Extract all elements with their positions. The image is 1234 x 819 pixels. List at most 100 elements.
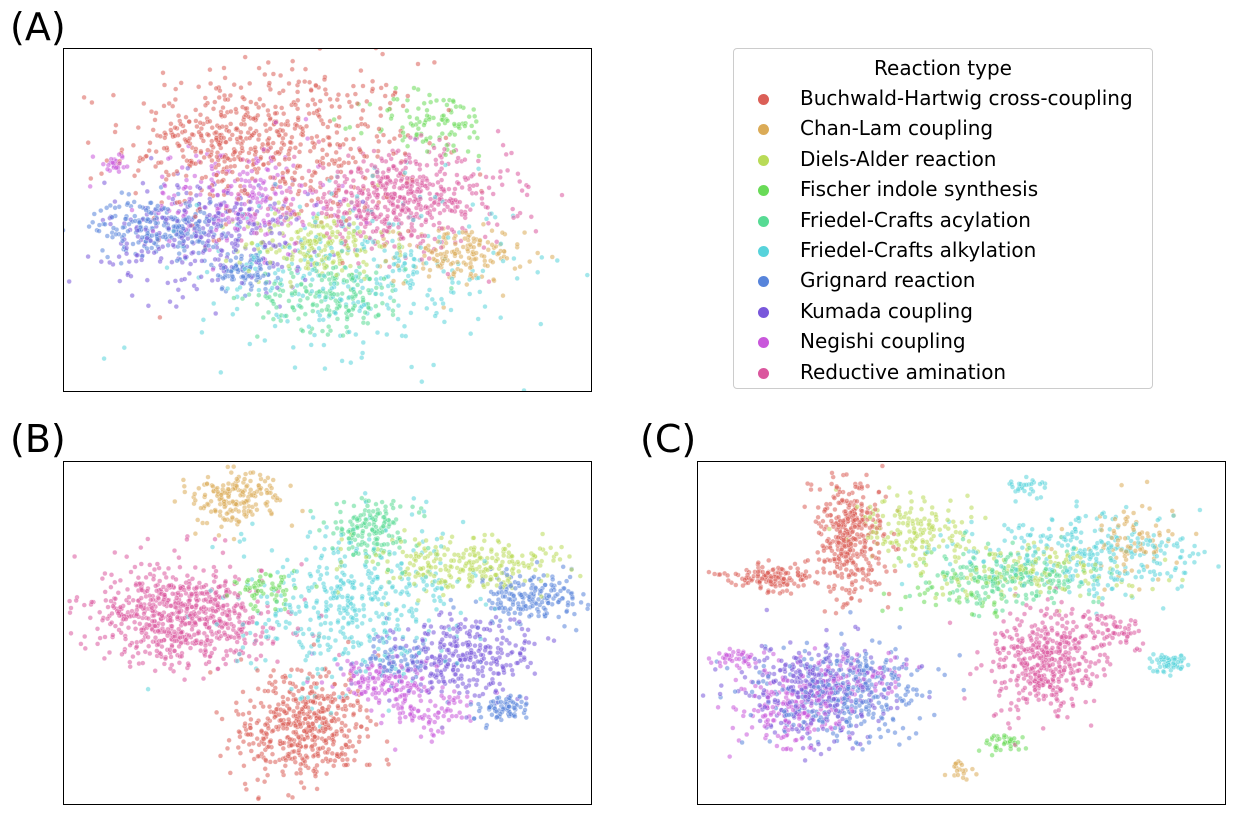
scatter-point — [411, 85, 417, 91]
scatter-point — [398, 220, 404, 226]
scatter-point — [454, 172, 460, 178]
scatter-point — [207, 67, 213, 73]
scatter-point — [381, 276, 387, 282]
scatter-point — [352, 205, 358, 212]
scatter-point — [432, 313, 438, 319]
scatter-point — [543, 550, 549, 556]
scatter-point — [290, 58, 296, 64]
scatter-point — [350, 275, 356, 281]
scatter-point — [112, 579, 118, 585]
scatter-point — [298, 779, 304, 786]
scatter-point — [148, 155, 154, 161]
scatter-point — [161, 145, 167, 151]
scatter-point — [463, 561, 469, 567]
scatter-point — [275, 149, 281, 155]
scatter-point — [241, 226, 247, 232]
scatter-point — [247, 80, 253, 86]
scatter-point — [207, 199, 213, 205]
scatter-point — [324, 152, 330, 158]
scatter-point — [375, 312, 381, 318]
scatter-point — [409, 232, 415, 238]
scatter-point — [523, 695, 529, 701]
scatter-point — [362, 175, 368, 181]
scatter-point — [248, 213, 254, 219]
scatter-point — [344, 92, 350, 98]
scatter-point — [174, 258, 180, 264]
scatter-point — [292, 211, 298, 217]
scatter-point — [176, 199, 182, 205]
scatter-point — [355, 225, 361, 231]
scatter-point — [151, 566, 158, 573]
scatter-point — [310, 267, 316, 273]
scatter-point — [273, 165, 279, 171]
scatter-point — [265, 206, 271, 212]
scatter-point — [440, 234, 447, 240]
scatter-point — [278, 318, 284, 324]
scatter-point — [295, 734, 302, 740]
scatter-point — [468, 331, 474, 337]
scatter-point — [471, 244, 477, 250]
scatter-point — [144, 277, 150, 283]
scatter-point — [400, 130, 406, 136]
scatter-point — [150, 576, 157, 582]
scatter-point — [219, 716, 225, 722]
scatter-point — [379, 611, 385, 617]
scatter-point — [416, 119, 423, 125]
scatter-point — [170, 196, 176, 202]
scatter-point — [251, 221, 257, 227]
scatter-point — [370, 211, 376, 217]
scatter-point — [337, 104, 343, 110]
scatter-point — [352, 237, 359, 243]
scatter-point — [429, 654, 435, 660]
scatter-point — [350, 155, 356, 161]
scatter-point — [427, 135, 433, 141]
scatter-point — [246, 159, 252, 165]
scatter-point — [471, 129, 477, 135]
scatter-point — [441, 188, 447, 194]
scatter-point — [351, 220, 357, 226]
scatter-point — [550, 576, 556, 582]
scatter-point — [429, 296, 435, 302]
scatter-point — [172, 498, 178, 505]
scatter-point — [321, 715, 327, 721]
scatter-point — [433, 606, 440, 612]
scatter-point — [193, 118, 199, 124]
scatter-point — [539, 599, 545, 605]
scatter-point — [171, 548, 178, 554]
scatter-point — [407, 114, 413, 120]
scatter-point — [269, 285, 275, 291]
scatter-point — [294, 122, 300, 129]
scatter-point — [201, 154, 207, 160]
scatter-point — [215, 272, 221, 278]
scatter-point — [509, 649, 515, 655]
scatter-point — [185, 165, 191, 171]
scatter-point — [405, 626, 411, 632]
scatter-point — [427, 140, 433, 146]
scatter-point — [265, 725, 271, 731]
scatter-point — [458, 254, 464, 260]
scatter-point — [320, 137, 326, 143]
scatter-point — [255, 686, 261, 692]
scatter-point — [390, 268, 396, 274]
scatter-point — [374, 169, 380, 175]
scatter-point — [205, 243, 212, 249]
scatter-point — [135, 575, 141, 581]
scatter-point — [322, 533, 328, 539]
scatter-point — [294, 282, 300, 289]
scatter-point — [441, 319, 447, 325]
scatter-point — [354, 193, 360, 199]
scatter-point — [348, 312, 354, 318]
scatter-point — [176, 555, 182, 561]
scatter-point — [457, 103, 463, 110]
scatter-point — [102, 570, 108, 577]
scatter-point — [134, 227, 140, 234]
scatter-point — [383, 258, 389, 264]
scatter-point — [417, 196, 423, 202]
scatter-point — [359, 355, 365, 361]
scatter-point — [205, 147, 211, 153]
scatter-point — [206, 659, 212, 665]
scatter-point — [334, 566, 340, 572]
scatter-point — [365, 714, 371, 721]
scatter-point — [130, 597, 136, 603]
scatter-point — [308, 229, 314, 236]
